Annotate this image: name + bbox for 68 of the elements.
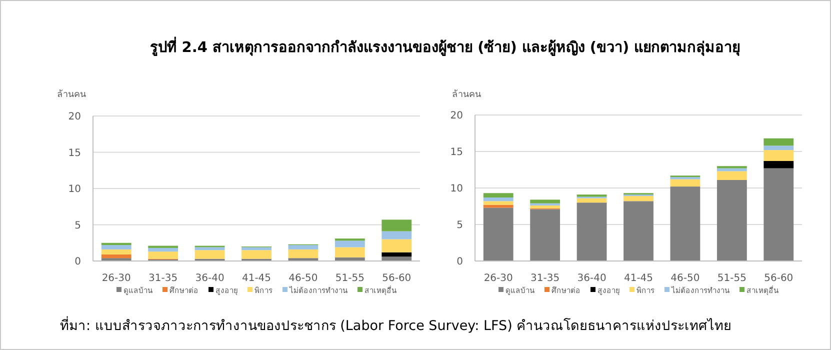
bar (716, 180, 747, 261)
bar (716, 171, 747, 180)
bar (334, 240, 365, 248)
bar (530, 206, 560, 208)
y-tick-label: 20 (68, 112, 81, 122)
bar (530, 209, 560, 261)
bar (334, 247, 365, 258)
x-tick-label: 26-30 (102, 273, 131, 284)
x-tick-label: 51-55 (717, 273, 746, 284)
bar (576, 202, 607, 261)
bar (530, 200, 560, 204)
y-tick-label: 5 (74, 220, 81, 232)
bar (288, 245, 318, 250)
bar (764, 160, 794, 168)
bar (382, 220, 412, 232)
bar (101, 242, 132, 246)
bar (382, 239, 412, 252)
bar (670, 186, 700, 261)
x-tick-label: 56-60 (382, 273, 412, 284)
bar (483, 208, 514, 261)
x-tick-label: 26-30 (484, 273, 513, 284)
chart-title: รูปที่ 2.4 สาเหตุการออกจากกำลังแรงงานของผู้ชาย (ซ้าย) และผู้หญิง (ขวา) แยกตามกลุ่มอายุ (150, 36, 740, 56)
bar (624, 196, 654, 202)
y-tick-label: 10 (450, 184, 463, 194)
y-tick-label: 0 (456, 256, 463, 268)
x-tick-label: 31-35 (530, 273, 560, 284)
y-axis-title: ล้านคน (452, 89, 481, 100)
bar (148, 248, 178, 252)
text: ที่มา: แบบสำรวจภาวะการทำงานของประชากร (Labor Force Survey: LFS) คำนวณโดยธนาคารแห่งประเทศไทย (60, 316, 732, 334)
x-tick-label: 46-50 (670, 273, 700, 284)
bar (764, 150, 794, 161)
x-tick-label: 41-45 (624, 273, 654, 284)
bar (101, 254, 132, 258)
bar (148, 252, 178, 259)
x-tick-label: 56-60 (764, 273, 794, 284)
bar (288, 249, 318, 258)
bar (764, 146, 794, 150)
bar (530, 203, 560, 206)
bar (764, 138, 794, 146)
bar (194, 247, 225, 250)
bar (670, 179, 700, 187)
bar (242, 250, 272, 259)
y-tick-label: 5 (456, 220, 463, 231)
y-tick-label: 10 (68, 184, 81, 195)
bar (576, 198, 607, 203)
bar (382, 252, 412, 257)
bar (382, 231, 412, 240)
x-tick-label: 51-55 (335, 273, 364, 284)
bar (624, 201, 654, 261)
x-tick-label: 36-40 (195, 273, 224, 284)
bar (483, 193, 514, 198)
x-tick-label: 36-40 (577, 273, 606, 284)
bar (101, 245, 132, 250)
bar (483, 197, 514, 202)
x-tick-label: 31-35 (148, 273, 178, 284)
y-tick-label: 0 (74, 256, 81, 268)
y-tick-label: 15 (68, 148, 81, 159)
y-tick-label: 15 (450, 147, 463, 158)
bar (764, 168, 794, 261)
bar (194, 250, 225, 259)
y-axis-title: ล้านคน (57, 89, 86, 100)
bar (483, 201, 514, 205)
bar (382, 256, 412, 261)
bar (242, 247, 272, 250)
x-tick-label: 46-50 (288, 273, 318, 284)
bar (101, 249, 132, 254)
y-tick-label: 20 (450, 110, 463, 122)
x-tick-label: 41-45 (242, 273, 272, 284)
